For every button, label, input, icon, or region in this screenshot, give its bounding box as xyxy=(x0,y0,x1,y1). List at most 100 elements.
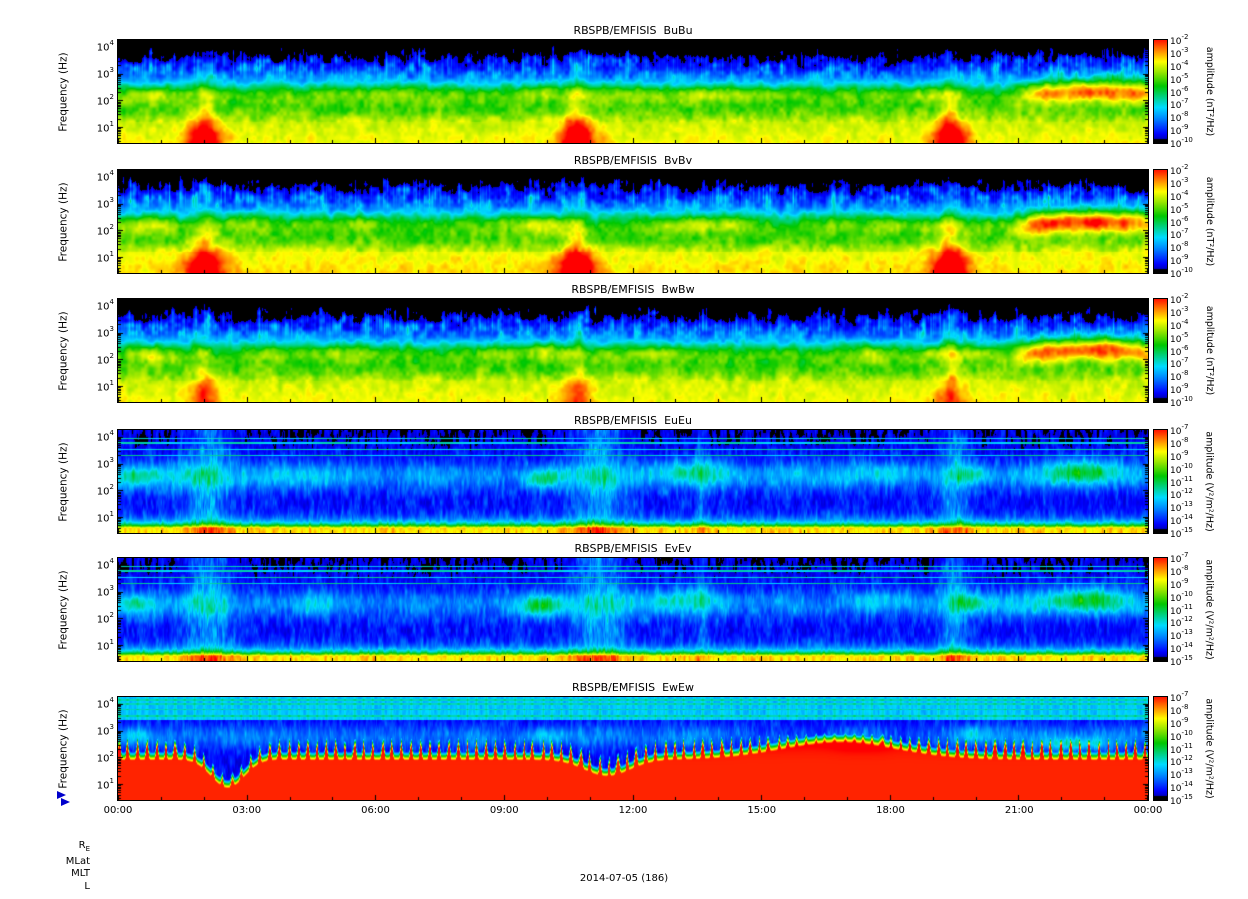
y-axis-label-text: Frequency (Hz) xyxy=(58,441,70,522)
colorbar-tick-label: 10-14 xyxy=(1170,780,1193,795)
y-axis-label: Frequency (Hz) xyxy=(56,299,72,402)
colorbar-tick-label: 10-10 xyxy=(1170,266,1193,280)
y-tick-label: 101 xyxy=(96,379,114,394)
colorbar-tick-label: 10-15 xyxy=(1170,793,1193,807)
date-label: 2014-07-05 (186) xyxy=(579,873,669,884)
colorbar xyxy=(1153,298,1168,403)
y-tick-label: 102 xyxy=(96,482,114,498)
colorbar-tick-label: 10-7 xyxy=(1170,423,1189,437)
colorbar-unit-label: amplitude (nT²/Hz) xyxy=(1202,170,1217,273)
colorbar-tick-label: 10-15 xyxy=(1170,654,1193,668)
colorbar-tick-label: 10-4 xyxy=(1170,188,1189,203)
spectrogram-canvas xyxy=(118,697,1148,800)
colorbar xyxy=(1153,169,1168,274)
colorbar-canvas xyxy=(1154,40,1167,143)
colorbar-tick-label: 10-9 xyxy=(1170,253,1189,268)
colorbar-unit-label: amplitude (nT²/Hz) xyxy=(1202,40,1217,143)
y-tick-label: 103 xyxy=(96,722,114,738)
colorbar-tick-label: 10-10 xyxy=(1170,136,1193,150)
colorbar xyxy=(1153,557,1168,662)
colorbar-tick-label: 10-10 xyxy=(1170,461,1193,476)
y-axis-label: Frequency (Hz) xyxy=(56,697,72,800)
colorbar xyxy=(1153,39,1168,144)
y-tick-label: 104 xyxy=(96,695,114,711)
colorbar-tick-label: 10-8 xyxy=(1170,563,1189,578)
colorbar-tick-label: 10-3 xyxy=(1170,175,1189,190)
y-tick-label: 104 xyxy=(96,556,114,572)
colorbar-tick-label: 10-7 xyxy=(1170,356,1189,371)
y-axis-label-text: Frequency (Hz) xyxy=(58,51,70,132)
ephemeris-label-l: L xyxy=(84,880,90,892)
colorbar-tick-label: 10-8 xyxy=(1170,435,1189,450)
colorbar xyxy=(1153,696,1168,801)
ephemeris-label-mlt: MLT xyxy=(71,868,90,879)
y-tick-label: 101 xyxy=(96,638,114,653)
panel-title: RBSPB/EMFISIS BuBu xyxy=(573,24,693,37)
colorbar-tick-label: 10-14 xyxy=(1170,641,1193,656)
x-tick-label: 18:00 xyxy=(876,805,905,816)
colorbar-tick-label: 10-3 xyxy=(1170,45,1189,60)
colorbar-tick-label: 10-10 xyxy=(1170,395,1193,409)
spectrogram-plot xyxy=(117,696,1149,801)
colorbar xyxy=(1153,429,1168,534)
y-tick-label: 104 xyxy=(96,38,114,54)
y-tick-label: 101 xyxy=(96,510,114,525)
colorbar-unit-label-text: amplitude (nT²/Hz) xyxy=(1204,305,1215,396)
x-tick-label: 00:00 xyxy=(103,805,133,816)
y-axis-label: Frequency (Hz) xyxy=(56,40,72,143)
ephemeris-label-re: RE xyxy=(78,840,90,853)
colorbar-unit-label: amplitude (V²/m²/Hz) xyxy=(1202,558,1217,661)
colorbar-tick-label: 10-5 xyxy=(1170,71,1189,86)
y-tick-label: 102 xyxy=(96,222,114,238)
colorbar-unit-label: amplitude (V²/m²/Hz) xyxy=(1202,430,1217,533)
colorbar-tick-label: 10-8 xyxy=(1170,369,1189,384)
colorbar-tick-label: 10-4 xyxy=(1170,58,1189,73)
y-tick-label: 103 xyxy=(96,65,114,81)
colorbar-tick-label: 10-5 xyxy=(1170,201,1189,216)
colorbar-tick-label: 10-11 xyxy=(1170,741,1193,756)
panel-title: RBSPB/EMFISIS EuEu xyxy=(574,414,692,427)
colorbar-tick-label: 10-6 xyxy=(1170,343,1189,358)
colorbar-tick-label: 10-6 xyxy=(1170,84,1189,99)
colorbar-tick-label: 10-14 xyxy=(1170,513,1193,528)
y-tick-label: 102 xyxy=(96,749,114,765)
colorbar-tick-label: 10-8 xyxy=(1170,110,1189,125)
time-cursor-arrows-icon xyxy=(57,791,70,806)
y-axis-label: Frequency (Hz) xyxy=(56,170,72,273)
panel-title: RBSPB/EMFISIS EvEv xyxy=(574,542,692,555)
colorbar-unit-label: amplitude (V²/m²/Hz) xyxy=(1202,697,1217,800)
colorbar-tick-label: 10-13 xyxy=(1170,628,1193,643)
colorbar-unit-label-text: amplitude (nT²/Hz) xyxy=(1204,46,1215,137)
x-tick-label: 00:00 xyxy=(1133,805,1163,816)
colorbar-tick-label: 10-11 xyxy=(1170,602,1193,617)
colorbar-tick-label: 10-10 xyxy=(1170,589,1193,604)
colorbar-tick-label: 10-2 xyxy=(1170,163,1189,177)
y-tick-label: 103 xyxy=(96,583,114,599)
spectrogram-canvas xyxy=(118,299,1148,402)
colorbar-tick-label: 10-11 xyxy=(1170,474,1193,489)
spectrogram-canvas xyxy=(118,40,1148,143)
y-tick-label: 102 xyxy=(96,610,114,626)
x-tick-label: 06:00 xyxy=(361,805,390,816)
ephemeris-label-mlat: MLat xyxy=(65,855,90,867)
colorbar-tick-label: 10-7 xyxy=(1170,97,1189,112)
colorbar-canvas xyxy=(1154,430,1167,533)
colorbar-unit-label-text: amplitude (V²/m²/Hz) xyxy=(1204,698,1215,799)
spectrogram-plot xyxy=(117,39,1149,144)
colorbar-unit-label-text: amplitude (nT²/Hz) xyxy=(1204,176,1215,267)
y-axis-label: Frequency (Hz) xyxy=(56,558,72,661)
y-tick-label: 104 xyxy=(96,297,114,313)
spectrogram-canvas xyxy=(118,430,1148,533)
colorbar-tick-label: 10-6 xyxy=(1170,214,1189,229)
y-axis-label: Frequency (Hz) xyxy=(56,430,72,533)
colorbar-tick-label: 10-8 xyxy=(1170,702,1189,717)
colorbar-tick-label: 10-9 xyxy=(1170,576,1189,591)
colorbar-canvas xyxy=(1154,558,1167,661)
colorbar-tick-label: 10-13 xyxy=(1170,500,1193,515)
x-tick-label: 21:00 xyxy=(1004,805,1034,816)
colorbar-tick-label: 10-12 xyxy=(1170,615,1193,630)
colorbar-tick-label: 10-5 xyxy=(1170,330,1189,345)
spectrogram-plot xyxy=(117,429,1149,534)
y-tick-label: 104 xyxy=(96,428,114,444)
